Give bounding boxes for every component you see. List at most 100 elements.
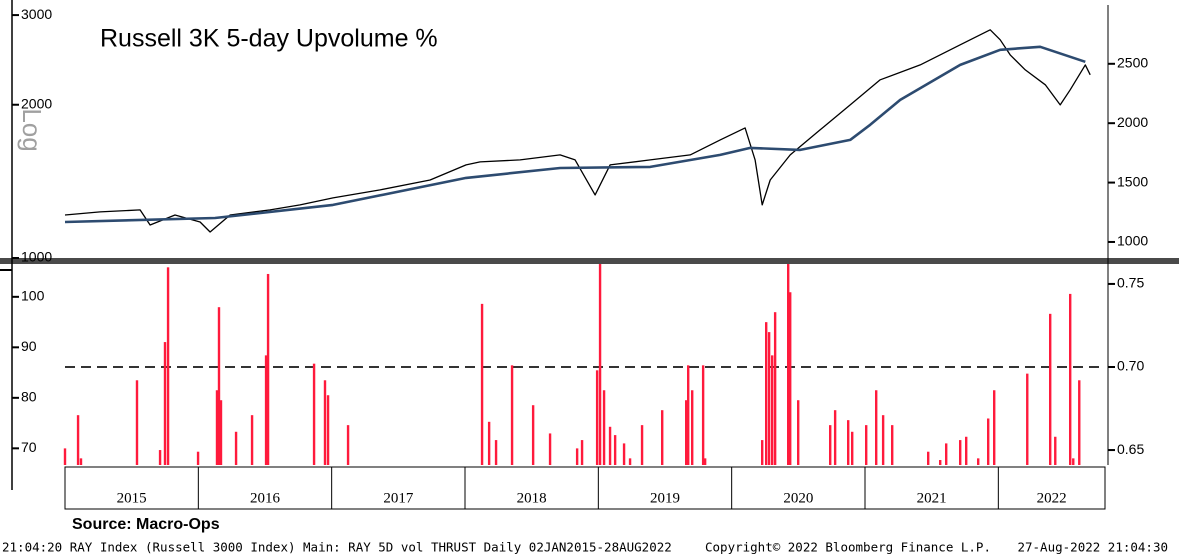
bar bbox=[685, 400, 688, 465]
bar bbox=[765, 322, 768, 465]
x-tick-label: 2019 bbox=[650, 490, 680, 506]
y2-tick-label: 1000 bbox=[1117, 233, 1148, 249]
bar bbox=[987, 418, 990, 465]
bar bbox=[510, 365, 514, 465]
bar bbox=[628, 458, 632, 465]
bar bbox=[881, 415, 885, 465]
bar bbox=[993, 390, 996, 465]
bar bbox=[217, 307, 221, 465]
bar bbox=[346, 425, 350, 465]
y-axis-label: Log bbox=[17, 108, 47, 151]
footer: Copyright© 2022 Bloomberg Finance L.P. bbox=[705, 540, 991, 555]
bar bbox=[773, 312, 777, 465]
bar bbox=[575, 448, 579, 465]
bar bbox=[829, 425, 832, 465]
bar bbox=[1049, 313, 1052, 465]
chart-title: Russell 3K 5-day Upvolume % bbox=[100, 25, 438, 53]
bar bbox=[76, 415, 80, 465]
x-tick-label: 2021 bbox=[917, 490, 947, 506]
x-tick-label: 2016 bbox=[250, 490, 281, 506]
y-tick-label: 2000 bbox=[21, 95, 52, 111]
x-tick-label: 2018 bbox=[517, 490, 547, 506]
bar bbox=[323, 380, 327, 465]
bar bbox=[602, 390, 606, 465]
source: Source: Macro-Ops bbox=[72, 516, 220, 533]
line-series bbox=[64, 45, 1086, 224]
y2-tick-label: 1500 bbox=[1117, 173, 1148, 189]
bar bbox=[959, 440, 962, 465]
y2-tick-label: 2500 bbox=[1117, 54, 1148, 70]
bar bbox=[640, 425, 644, 465]
x-tick-label: 2015 bbox=[117, 490, 147, 506]
y2-tick-label: 0.65 bbox=[1117, 441, 1144, 457]
bar bbox=[622, 443, 626, 465]
y-tick-label: 1000 bbox=[21, 249, 52, 265]
y-tick-label: 80 bbox=[21, 389, 37, 405]
bar bbox=[312, 363, 316, 465]
bar bbox=[939, 460, 942, 465]
bar bbox=[691, 390, 694, 465]
bar bbox=[79, 458, 83, 465]
bar bbox=[1069, 293, 1072, 465]
bar bbox=[965, 436, 968, 465]
bar bbox=[1078, 380, 1081, 465]
y-tick-label: 3000 bbox=[21, 6, 52, 22]
footer: 21:04:20 RAY Index (Russell 3000 Index) … bbox=[2, 540, 672, 555]
bar bbox=[1054, 436, 1057, 465]
bar bbox=[598, 264, 602, 465]
x-tick-label: 2020 bbox=[783, 490, 813, 506]
bar bbox=[613, 435, 617, 465]
bar bbox=[163, 342, 167, 465]
bar bbox=[787, 264, 790, 465]
panel-separator bbox=[0, 258, 1179, 264]
x-axis-band bbox=[64, 466, 1106, 510]
bar bbox=[196, 451, 200, 465]
bar bbox=[851, 431, 854, 465]
bar bbox=[927, 451, 930, 465]
x-tick-label: 2017 bbox=[383, 490, 414, 506]
bar bbox=[875, 390, 878, 465]
bar bbox=[1026, 373, 1029, 465]
bar bbox=[701, 365, 705, 465]
y-tick-label: 100 bbox=[21, 288, 45, 304]
bar bbox=[865, 425, 868, 465]
bar bbox=[833, 410, 837, 465]
y2-tick-label: 0.75 bbox=[1117, 275, 1144, 291]
bar bbox=[63, 448, 67, 465]
bar bbox=[703, 458, 707, 465]
footer: 27-Aug-2022 21:04:30 bbox=[1017, 540, 1168, 555]
bar bbox=[234, 431, 238, 465]
bar bbox=[891, 425, 894, 465]
bar bbox=[266, 273, 270, 465]
bar bbox=[580, 440, 584, 465]
bar bbox=[135, 380, 139, 465]
bar bbox=[767, 332, 771, 465]
bar bbox=[219, 400, 223, 465]
bar bbox=[531, 405, 535, 465]
bar bbox=[326, 395, 330, 465]
y-tick-label: 90 bbox=[21, 338, 37, 354]
bar bbox=[487, 421, 491, 465]
bar bbox=[480, 303, 484, 465]
y2-tick-label: 0.70 bbox=[1117, 358, 1144, 374]
bar bbox=[789, 292, 792, 465]
y-tick-label: 70 bbox=[21, 439, 37, 455]
bar bbox=[166, 267, 170, 465]
bar bbox=[847, 420, 850, 465]
bar bbox=[595, 370, 599, 465]
bar bbox=[661, 410, 664, 465]
bar bbox=[494, 440, 498, 465]
bar bbox=[771, 355, 774, 465]
bar bbox=[687, 365, 690, 465]
bar bbox=[1072, 458, 1075, 465]
bar bbox=[608, 426, 612, 465]
bar bbox=[215, 390, 219, 465]
y2-tick-label: 2000 bbox=[1117, 114, 1148, 130]
line-series bbox=[64, 29, 1091, 233]
bar bbox=[250, 415, 254, 465]
x-tick-label: 2022 bbox=[1037, 490, 1067, 506]
bar bbox=[945, 443, 948, 465]
bar bbox=[977, 458, 980, 465]
bar bbox=[264, 355, 268, 465]
